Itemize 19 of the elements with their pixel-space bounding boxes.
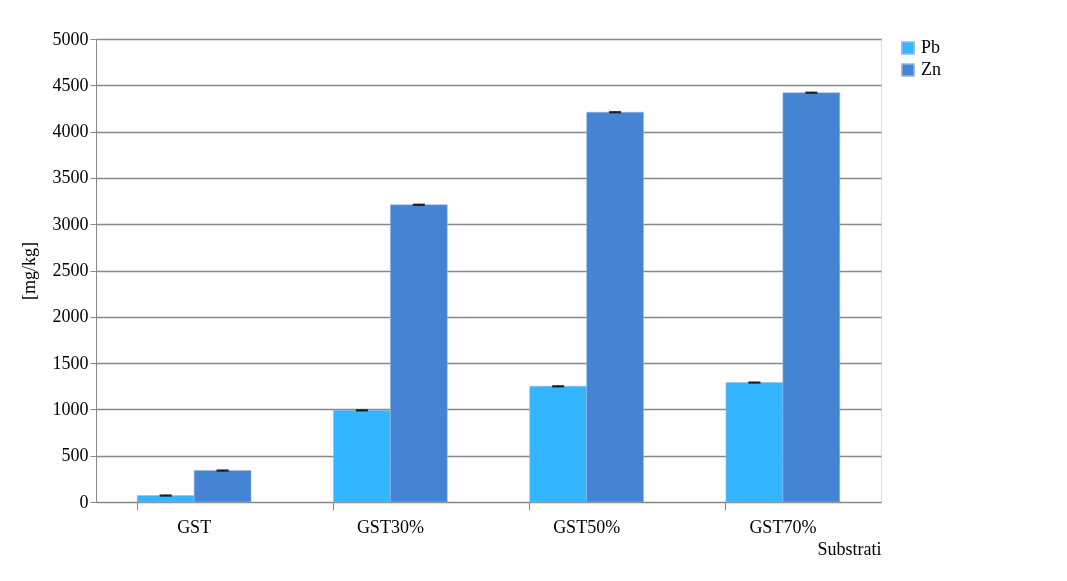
y-tick-label: 5000 [52,28,89,49]
y-tick-label: 500 [61,445,89,466]
y-tick-label: 4000 [52,121,89,142]
x-tick-label: GST50% [553,516,621,537]
y-tick-label: 2000 [52,306,89,327]
y-tick-label: 1500 [52,352,89,373]
x-axis-title: Substrati [817,538,882,559]
legend-label: Pb [921,37,941,57]
y-tick-label: 3000 [52,213,89,234]
y-tick-label: 2500 [52,260,89,280]
y-tick-label: 3500 [52,167,89,188]
legend-label: Zn [921,59,941,79]
y-axis-title: [mg/kg] [18,242,39,300]
x-tick-label: GST30% [356,516,424,537]
y-tick-label: 4500 [52,74,89,95]
x-tick-label: GST70% [749,516,817,537]
y-tick-label: 1000 [52,398,89,419]
y-tick-label: 0 [79,491,89,512]
x-tick-label: GST [177,516,212,537]
